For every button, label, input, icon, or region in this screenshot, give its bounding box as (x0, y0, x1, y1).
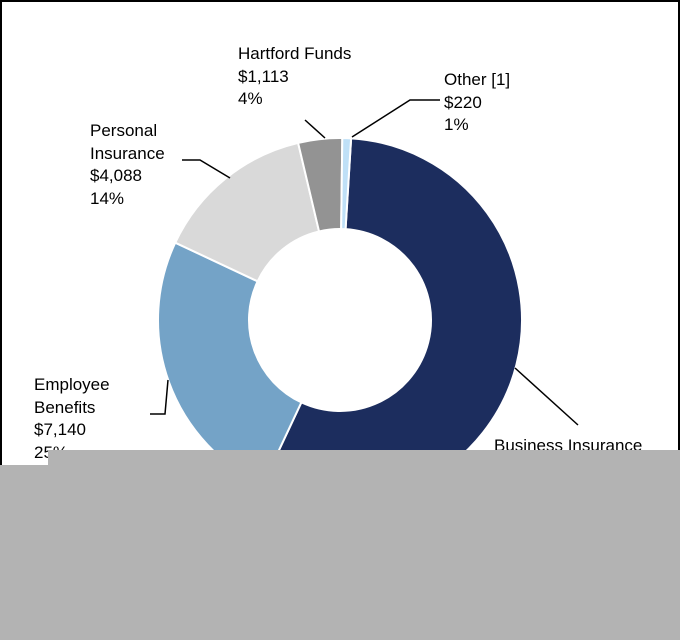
percent-label: 4% (238, 89, 263, 108)
value-label: $220 (444, 92, 482, 112)
donut-slice (157, 241, 303, 487)
value-label: $1,113 (238, 66, 289, 86)
percent-label: 1% (444, 115, 469, 134)
leader-line (150, 379, 169, 415)
category-label: Hartford Funds (238, 44, 352, 63)
leader-line (304, 119, 326, 139)
category-label: Personal Insurance (90, 121, 165, 163)
occluding-panel (48, 450, 680, 640)
slice-label: Hartford Funds $1,113 4% (238, 43, 378, 111)
value-label: $4,088 (90, 166, 142, 185)
occluding-panel (0, 465, 48, 640)
leader-line (182, 159, 231, 179)
leader-line (514, 367, 579, 426)
category-label: Other [1] (444, 70, 511, 89)
slice-label: Other [1] $220 1% (444, 69, 544, 137)
leader-line (351, 99, 440, 138)
donut-slice (340, 137, 353, 231)
slice-label: Personal Insurance $4,088 14% (90, 120, 180, 210)
category-label: Employee Benefits (34, 375, 110, 417)
percent-label: 14% (90, 188, 125, 208)
value-label: $7,140 (34, 420, 86, 439)
